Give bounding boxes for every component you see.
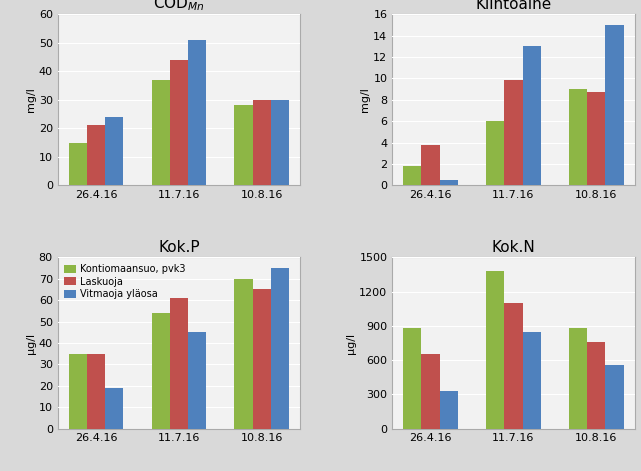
- Y-axis label: mg/l: mg/l: [360, 87, 370, 112]
- Title: Kiintoaine: Kiintoaine: [475, 0, 551, 12]
- Bar: [587, 92, 605, 186]
- Bar: [271, 268, 289, 429]
- Title: Kok.P: Kok.P: [158, 240, 200, 255]
- Bar: [403, 166, 421, 186]
- Bar: [421, 145, 440, 186]
- Bar: [504, 303, 522, 429]
- Bar: [605, 25, 624, 186]
- Bar: [504, 81, 522, 186]
- Bar: [87, 125, 105, 186]
- Bar: [69, 143, 87, 186]
- Bar: [105, 388, 123, 429]
- Y-axis label: mg/l: mg/l: [26, 87, 36, 112]
- Bar: [151, 313, 170, 429]
- Bar: [522, 46, 541, 186]
- Bar: [440, 391, 458, 429]
- Bar: [605, 365, 624, 429]
- Bar: [253, 100, 271, 186]
- Y-axis label: μg/l: μg/l: [346, 333, 356, 354]
- Bar: [235, 279, 253, 429]
- Bar: [569, 89, 587, 186]
- Bar: [271, 100, 289, 186]
- Bar: [522, 332, 541, 429]
- Bar: [235, 106, 253, 186]
- Bar: [253, 290, 271, 429]
- Bar: [170, 298, 188, 429]
- Bar: [87, 354, 105, 429]
- Bar: [69, 354, 87, 429]
- Legend: Kontiomaansuo, pvk3, Laskuoja, Vitmaoja yläosa: Kontiomaansuo, pvk3, Laskuoja, Vitmaoja …: [63, 262, 188, 301]
- Bar: [587, 342, 605, 429]
- Bar: [421, 354, 440, 429]
- Y-axis label: μg/l: μg/l: [26, 333, 36, 354]
- Bar: [188, 40, 206, 186]
- Bar: [486, 271, 504, 429]
- Bar: [403, 328, 421, 429]
- Bar: [105, 117, 123, 186]
- Bar: [569, 328, 587, 429]
- Bar: [486, 121, 504, 186]
- Title: COD$_{Mn}$: COD$_{Mn}$: [153, 0, 204, 13]
- Bar: [170, 60, 188, 186]
- Title: Kok.N: Kok.N: [492, 240, 535, 255]
- Bar: [440, 180, 458, 186]
- Bar: [151, 80, 170, 186]
- Bar: [188, 332, 206, 429]
